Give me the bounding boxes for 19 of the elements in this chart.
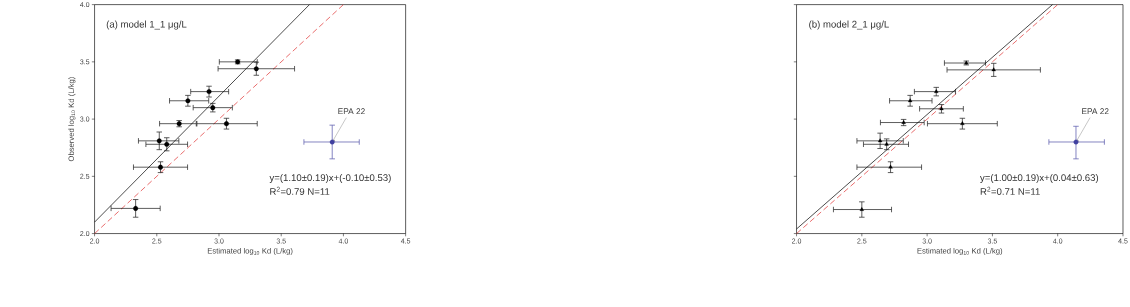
text: (a) model 1_1 μg/L (106, 20, 187, 30)
point (991, 67, 996, 72)
annotation: y=(1.10±0.19)x+(-0.10±0.53) (269, 174, 391, 184)
annotation: R$^{2}$=0.79 N=11 (270, 186, 330, 196)
point (253, 66, 259, 72)
point (156, 138, 162, 144)
point (884, 141, 889, 146)
annotation: R$^{2}$=0.71 N=11 (980, 186, 1040, 196)
point (164, 141, 170, 147)
point (934, 89, 939, 93)
annotation: EPA 22 (338, 108, 365, 115)
point (859, 207, 864, 211)
point (877, 138, 883, 143)
point (133, 206, 139, 211)
point (960, 121, 965, 126)
annotation: y=(1.00±0.19)x+(0.04±0.63) (979, 174, 1099, 184)
text: (b) model 2_1 μg/L (809, 20, 889, 30)
annotation: EPA 22 (1082, 108, 1109, 115)
point (888, 164, 893, 169)
